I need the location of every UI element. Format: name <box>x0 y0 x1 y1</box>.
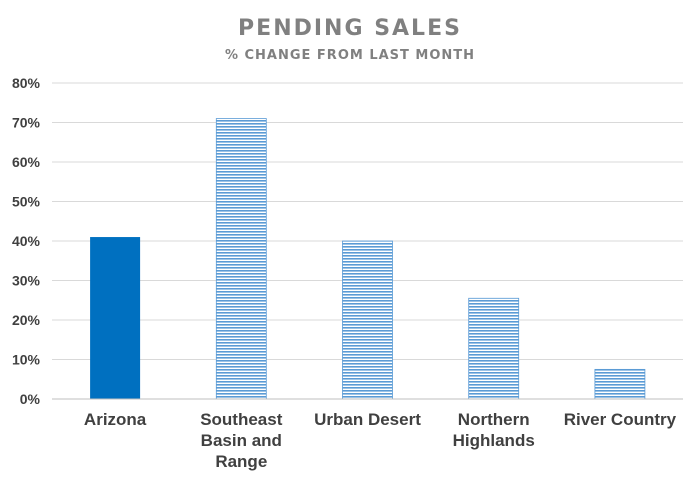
x-tick-label: Southeast Basin and Range <box>200 410 283 471</box>
bars <box>90 118 646 400</box>
x-tick-label-line: Arizona <box>84 410 147 429</box>
x-tick-label-line: Urban Desert <box>314 410 421 429</box>
chart-title: PENDING SALES <box>238 16 462 41</box>
y-tick-label: 30% <box>12 273 41 289</box>
bar-urban-desert <box>342 240 393 400</box>
bar-river-country <box>594 368 646 400</box>
y-tick-label: 50% <box>12 194 41 210</box>
bar-southeast-basin-and-range <box>215 118 267 400</box>
y-axis-ticks: 0% 10% 20% 30% 40% 50% 60% 70% 80% <box>12 75 41 407</box>
y-tick-label: 80% <box>12 75 41 91</box>
chart-subtitle: % CHANGE FROM LAST MONTH <box>225 48 475 63</box>
y-tick-label: 60% <box>12 154 41 170</box>
x-tick-label-line: Southeast <box>200 410 283 429</box>
y-tick-label: 70% <box>12 115 41 131</box>
x-tick-label-line: River Country <box>564 410 677 429</box>
x-tick-label: Arizona <box>84 410 147 429</box>
y-tick-label: 0% <box>20 391 41 407</box>
x-tick-label-line: Basin and <box>201 431 282 450</box>
x-tick-label-line: Range <box>215 452 267 471</box>
y-tick-label: 20% <box>12 312 41 328</box>
x-tick-label-line: Highlands <box>453 431 535 450</box>
x-tick-label-line: Northern <box>458 410 530 429</box>
x-tick-label: Northern Highlands <box>453 410 535 450</box>
x-tick-label: Urban Desert <box>314 410 421 429</box>
y-tick-label: 10% <box>12 352 41 368</box>
bar-arizona <box>90 237 141 399</box>
y-tick-label: 40% <box>12 233 41 249</box>
bar-northern-highlands <box>468 297 520 400</box>
x-axis-ticks: Arizona Southeast Basin and Range Urban Dese… <box>84 410 677 471</box>
x-tick-label: River Country <box>564 410 677 429</box>
